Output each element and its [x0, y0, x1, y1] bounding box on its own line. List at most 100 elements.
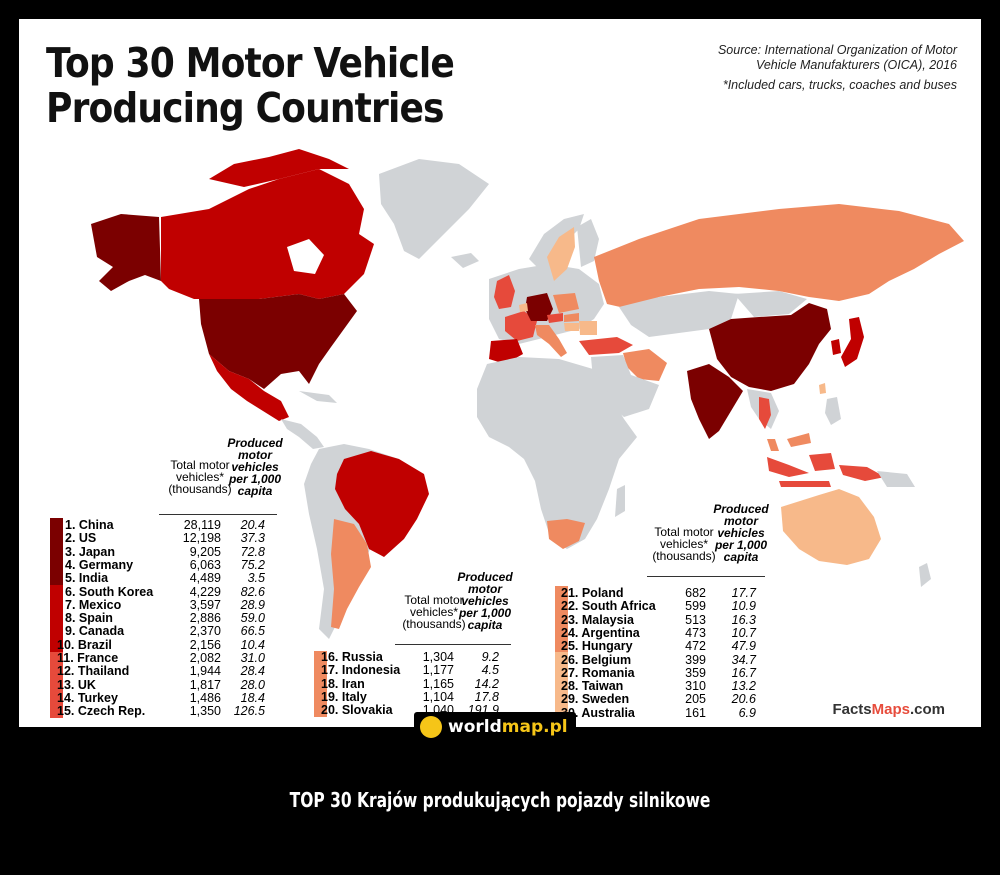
country-name: 3. Japan	[65, 544, 116, 559]
tier-bar-6	[555, 652, 568, 718]
world-map	[91, 149, 964, 639]
per-capita-value: 28.4	[240, 664, 265, 679]
map-australia	[781, 489, 881, 565]
country-name: 23. Malaysia	[561, 612, 634, 627]
watermark-world: world	[448, 717, 502, 737]
per-capita-value: 3.5	[247, 571, 265, 586]
header-total-1: Total motor vehicles* (thousands)	[168, 458, 232, 496]
factsmaps-logo: FactsMaps.com	[832, 701, 945, 718]
map-brazil	[335, 451, 429, 557]
per-capita-value: 20.6	[731, 692, 756, 707]
total-vehicles: 1,944	[189, 664, 221, 679]
map-cuba	[299, 391, 337, 403]
map-africa	[477, 357, 637, 549]
tier-bar-5	[555, 586, 568, 652]
map-new-zealand	[919, 563, 931, 587]
country-name: 27. Romania	[561, 665, 635, 680]
total-vehicles: 2,370	[189, 624, 221, 639]
map-south-korea	[831, 339, 841, 355]
total-vehicles: 12,198	[182, 531, 221, 546]
map-title: Top 30 Motor Vehicle Producing Countries	[46, 41, 455, 132]
title-line-2: Producing Countries	[46, 84, 445, 132]
country-name: 11. France	[57, 651, 119, 665]
header-per-capita-1: Produced motor vehicles per 1,000 capita	[227, 436, 283, 498]
per-capita-value: 34.7	[731, 652, 756, 667]
map-madagascar	[615, 485, 625, 517]
map-malaysia	[767, 433, 811, 451]
total-vehicles: 1,486	[189, 690, 221, 705]
total-vehicles: 161	[685, 705, 706, 720]
per-capita-value: 10.7	[731, 625, 756, 640]
total-vehicles: 2,082	[189, 651, 221, 665]
map-romania	[579, 321, 597, 335]
map-alaska	[91, 214, 161, 291]
country-name: 9. Canada	[65, 624, 125, 639]
map-philippines	[825, 397, 841, 425]
source-line-1: Source: International Organization of Mo…	[717, 43, 957, 57]
total-vehicles: 399	[685, 652, 706, 667]
per-capita-value: 66.5	[240, 624, 265, 639]
map-france	[505, 311, 537, 341]
map-argentina	[331, 519, 371, 629]
source-line-2: Vehicle Manufakturers (OICA), 2016	[755, 58, 957, 72]
per-capita-value: 16.7	[731, 665, 756, 680]
brand-maps: Maps	[871, 701, 910, 718]
per-capita-value: 10.4	[240, 637, 265, 652]
per-capita-value: 17.7	[731, 586, 756, 600]
total-vehicles: 682	[685, 586, 706, 600]
map-china	[709, 303, 831, 391]
worldmap-globe-icon	[420, 716, 442, 738]
map-canada	[161, 169, 374, 299]
map-poland	[553, 293, 579, 313]
total-vehicles: 472	[685, 639, 706, 654]
country-name: 13. UK	[57, 677, 96, 692]
per-capita-value: 6.9	[738, 705, 756, 720]
map-canada-islands	[209, 149, 349, 187]
country-name: 28. Taiwan	[561, 679, 624, 694]
country-name: 21. Poland	[561, 586, 624, 600]
total-vehicles: 473	[685, 625, 706, 640]
country-name: 1. China	[65, 518, 114, 532]
country-name: 12. Thailand	[57, 664, 130, 679]
map-finland	[577, 219, 599, 267]
total-vehicles: 1,165	[422, 676, 454, 691]
country-name: 17. Indonesia	[321, 663, 401, 678]
map-czech	[547, 313, 563, 323]
map-iceland	[451, 253, 479, 268]
country-name: 30. Australia	[561, 705, 635, 720]
map-indonesia	[767, 453, 885, 487]
country-name: 26. Belgium	[561, 652, 632, 667]
map-hudson-bay	[287, 239, 324, 274]
country-name: 8. Spain	[65, 611, 113, 626]
country-name: 24. Argentina	[561, 625, 640, 640]
tier-bar-4	[314, 651, 327, 717]
map-iran	[623, 349, 667, 381]
map-belgium	[519, 303, 528, 312]
per-capita-value: 47.9	[731, 639, 756, 654]
header-total-2: Total motor vehicles* (thousands)	[402, 593, 466, 631]
map-mongolia	[734, 291, 807, 317]
header-rule-1	[159, 514, 277, 515]
country-name: 5. India	[65, 571, 109, 586]
per-capita-value: 13.2	[731, 679, 756, 694]
per-capita-value: 28.0	[240, 677, 265, 692]
total-vehicles: 1,177	[422, 663, 454, 678]
country-name: 25. Hungary	[561, 639, 633, 654]
country-name: 22. South Africa	[561, 599, 656, 614]
map-slovakia	[564, 313, 579, 322]
header-per-capita-3: Produced motor vehicles per 1,000 capita	[713, 502, 769, 564]
worldmap-watermark: worldmap.pl	[414, 712, 576, 742]
total-vehicles: 9,205	[189, 544, 221, 559]
total-vehicles: 1,350	[189, 704, 221, 719]
total-vehicles: 310	[685, 679, 706, 694]
per-capita-value: 14.2	[474, 676, 499, 691]
tier-bar-2	[50, 585, 63, 652]
per-capita-value: 126.5	[233, 704, 265, 719]
per-capita-value: 4.5	[481, 663, 499, 678]
map-central-asia	[619, 291, 739, 337]
country-name: 19. Italy	[321, 689, 367, 704]
country-name: 20. Slovakia	[321, 703, 393, 718]
country-name: 15. Czech Rep.	[57, 704, 146, 719]
map-south-africa	[547, 519, 585, 549]
country-name: 7. Mexico	[65, 597, 122, 612]
